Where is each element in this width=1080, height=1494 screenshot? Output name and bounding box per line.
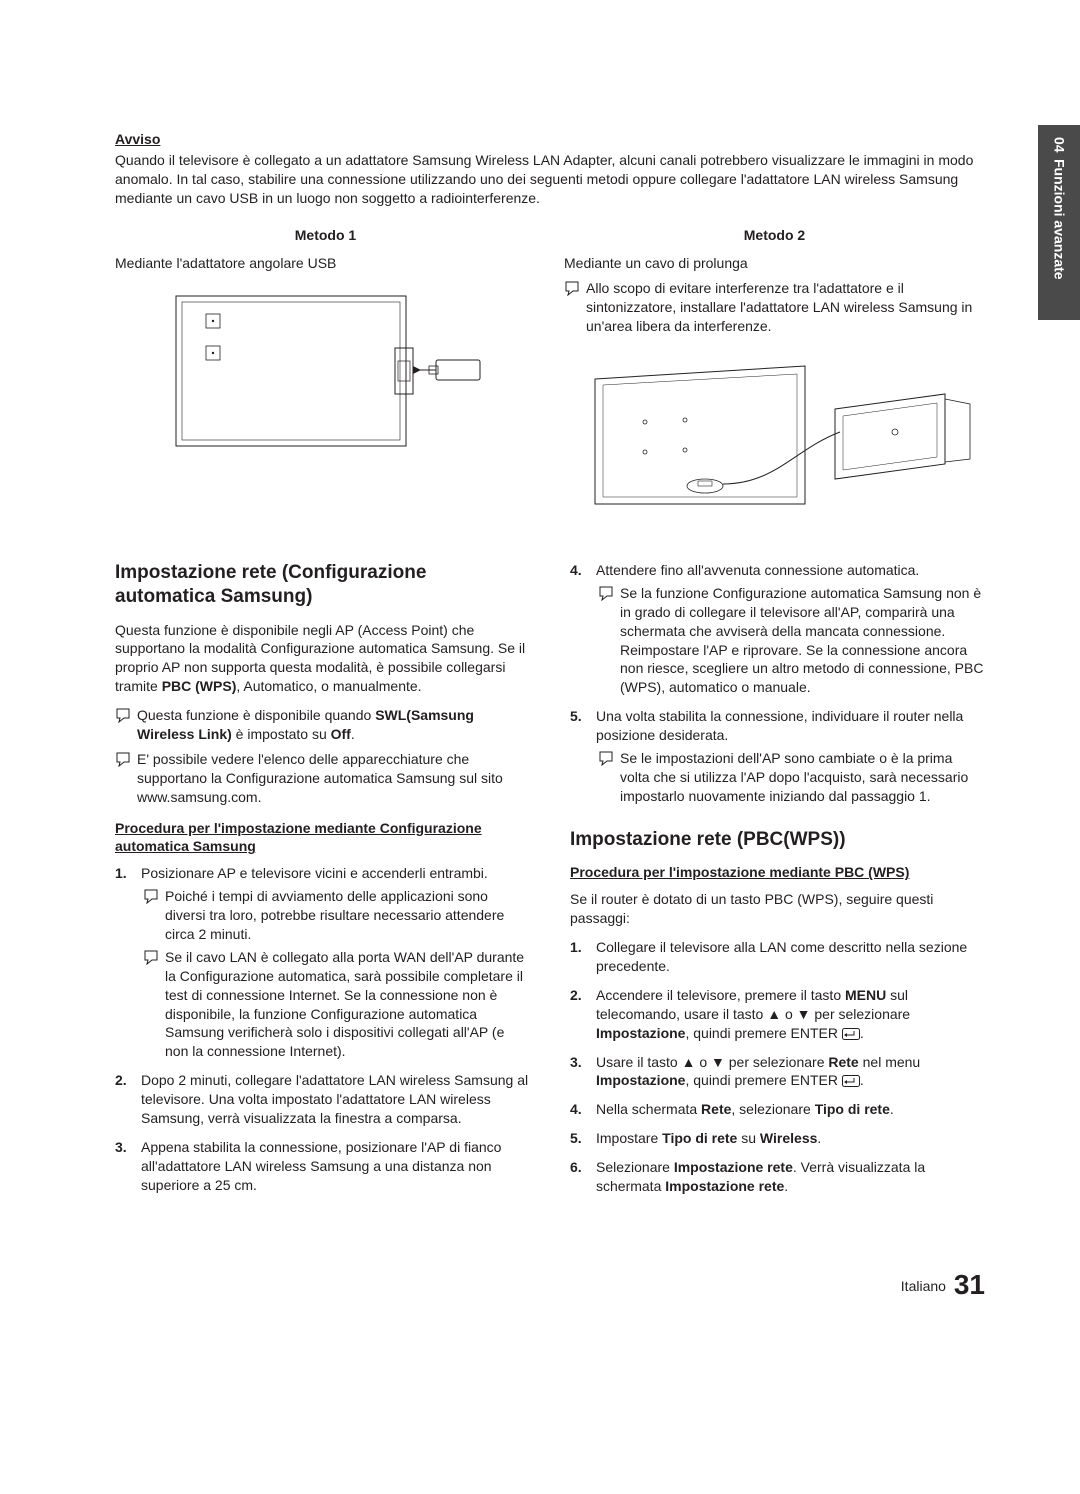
pbc-step-3: Usare il tasto ▲ o ▼ per selezionare Ret… [570,1053,985,1091]
method-2-note: Allo scopo di evitare interferenze tra l… [564,279,985,336]
note-icon [143,949,159,965]
note-icon [598,585,614,601]
method-2-note-text: Allo scopo di evitare interferenze tra l… [586,279,985,336]
step-4-note: Se la funzione Configurazione automatica… [598,584,985,697]
method-2-title: Metodo 2 [564,226,985,245]
chapter-label: Funzioni avanzate [1050,159,1069,280]
pbc-step-5: Impostare Tipo di rete su Wireless. [570,1129,985,1148]
auto-steps: Posizionare AP e televisore vicini e acc… [115,864,530,1194]
method-1-title: Metodo 1 [115,226,536,245]
enter-icon [842,1028,860,1040]
step-5: Una volta stabilita la connessione, indi… [570,707,985,805]
right-column: Attendere fino all'avvenuta connessione … [570,561,985,1206]
chapter-number: 04 [1050,137,1069,153]
chapter-tab: 04 Funzioni avanzate [1038,125,1080,320]
pbc-step-4: Nella schermata Rete, selezionare Tipo d… [570,1100,985,1119]
methods-row: Metodo 1 Mediante l'adattatore angolare … [115,226,985,521]
step-2: Dopo 2 minuti, collegare l'adattatore LA… [115,1071,530,1128]
content-columns: Impostazione rete (Configurazione automa… [115,561,985,1206]
pbc-step-1: Collegare il televisore alla LAN come de… [570,938,985,976]
auto-intro: Questa funzione è disponibile negli AP (… [115,621,530,697]
enter-icon [842,1075,860,1087]
auto-steps-cont: Attendere fino all'avvenuta connessione … [570,561,985,806]
pbc-step-2: Accendere il televisore, premere il tast… [570,986,985,1043]
left-column: Impostazione rete (Configurazione automa… [115,561,530,1206]
auto-note-2-text: E' possibile vedere l'elenco delle appar… [137,750,530,807]
note-icon [564,280,580,296]
page-footer: Italiano 31 [115,1266,985,1304]
step-1-note-1: Poiché i tempi di avviamento delle appli… [143,887,530,944]
notice-text: Quando il televisore è collegato a un ad… [115,151,985,208]
page-number: 31 [954,1269,985,1300]
section-heading-auto: Impostazione rete (Configurazione automa… [115,561,530,609]
method-1-subtitle: Mediante l'adattatore angolare USB [115,254,536,273]
notice-heading: Avviso [115,130,985,149]
auto-note-1: Questa funzione è disponibile quando SWL… [115,706,530,744]
proc-title-pbc: Procedura per l'impostazione mediante PB… [570,863,985,882]
step-3: Appena stabilita la connessione, posizio… [115,1138,530,1195]
step-1: Posizionare AP e televisore vicini e acc… [115,864,530,1061]
method-2-illustration [564,346,985,521]
note-icon [115,707,131,723]
note-icon [598,750,614,766]
note-icon [115,751,131,767]
method-1: Metodo 1 Mediante l'adattatore angolare … [115,226,536,521]
pbc-steps: Collegare il televisore alla LAN come de… [570,938,985,1196]
method-2: Metodo 2 Mediante un cavo di prolunga Al… [564,226,985,521]
method-1-illustration [115,283,536,458]
note-icon [143,888,159,904]
section-heading-pbc: Impostazione rete (PBC(WPS)) [570,828,985,852]
proc-title-auto: Procedura per l'impostazione mediante Co… [115,819,530,857]
step-5-note: Se le impostazioni dell'AP sono cambiate… [598,749,985,806]
method-2-subtitle: Mediante un cavo di prolunga [564,254,985,273]
footer-language: Italiano [901,1278,946,1294]
pbc-step-6: Selezionare Impostazione rete. Verrà vis… [570,1158,985,1196]
step-1-note-2: Se il cavo LAN è collegato alla porta WA… [143,948,530,1061]
auto-note-2: E' possibile vedere l'elenco delle appar… [115,750,530,807]
pbc-intro: Se il router è dotato di un tasto PBC (W… [570,890,985,928]
step-4: Attendere fino all'avvenuta connessione … [570,561,985,697]
